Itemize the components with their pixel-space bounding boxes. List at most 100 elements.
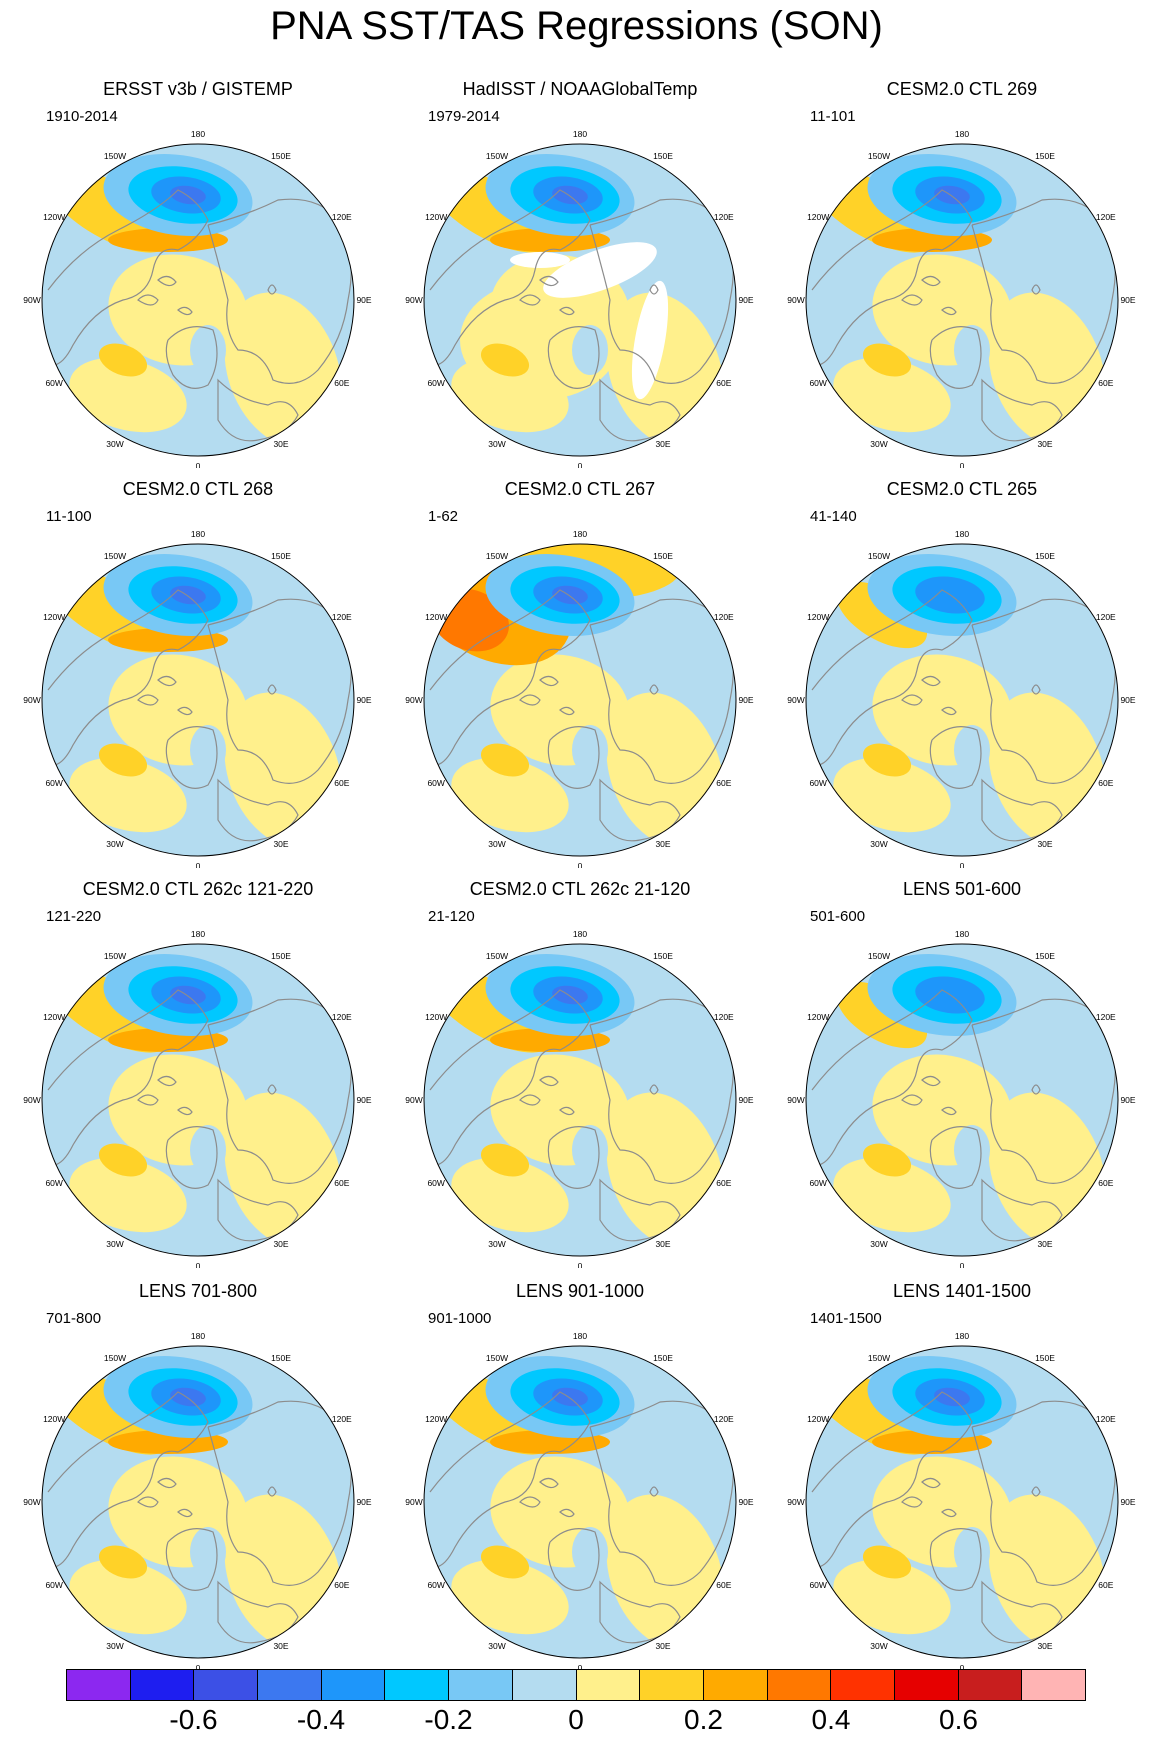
panel-years: 11-101 xyxy=(810,108,856,125)
colorbar-swatch xyxy=(767,1670,832,1700)
longitude-label: 60W xyxy=(45,1580,62,1590)
panel-title: LENS 701-800 xyxy=(138,1281,258,1301)
longitude-label: 60W xyxy=(427,1178,444,1188)
longitude-label: 120W xyxy=(43,612,65,622)
longitude-label: 90E xyxy=(1120,1497,1135,1507)
longitude-label: 30E xyxy=(273,1239,288,1249)
panel-title: CESM2.0 CTL 262c 21-120 xyxy=(469,879,691,899)
polar-map: 180 150E 120E 90E 60E 30E 0 30W 60W 90W 120W 150W xyxy=(787,529,1136,868)
map-border xyxy=(423,143,737,457)
longitude-label: 120E xyxy=(1096,612,1116,622)
coastline xyxy=(599,1178,681,1242)
colorbar-swatch xyxy=(640,1670,704,1700)
longitude-label: 90W xyxy=(787,295,804,305)
longitude-label: 120E xyxy=(714,1414,734,1424)
coastline xyxy=(157,1477,177,1489)
coastline xyxy=(599,1580,681,1644)
atlantic-patch xyxy=(190,325,226,375)
longitude-label: 90W xyxy=(787,1095,804,1105)
positive-region xyxy=(69,1559,187,1635)
panel-years: 1-62 xyxy=(428,508,459,525)
longitude-label: 120E xyxy=(1096,1012,1116,1022)
coastline xyxy=(981,778,1063,842)
coastline xyxy=(941,1508,957,1518)
coastline xyxy=(811,989,973,1166)
map-panel: LENS 1401-1500 1401-1500 180 150E 120E 90E 60E… xyxy=(782,1280,1142,1670)
field xyxy=(424,544,736,856)
coastline xyxy=(429,189,591,366)
colorbar-swatch xyxy=(194,1670,259,1700)
coastline xyxy=(599,778,681,842)
coastline xyxy=(137,1094,159,1106)
longitude-label: 60W xyxy=(427,1580,444,1590)
longitude-label: 30E xyxy=(655,1239,670,1249)
coastline xyxy=(157,675,177,687)
coastline xyxy=(901,294,923,306)
panel-years: 1910-2014 xyxy=(46,108,118,125)
longitude-label: 30W xyxy=(870,839,887,849)
coastline xyxy=(217,778,299,842)
atlantic-patch xyxy=(190,1125,226,1175)
coastline xyxy=(47,189,209,366)
map-panel: CESM2.0 CTL 267 1-62 180 150E 120E 90E 60E 30E 0… xyxy=(400,478,760,868)
map-panel: CESM2.0 CTL 268 11-100 180 150E 120E 90E 60E 30… xyxy=(18,478,378,868)
coastline xyxy=(921,675,941,687)
map-panel: ERSST v3b / GISTEMP 1910-2014 180 150E 120E 9… xyxy=(18,78,378,468)
panel-title: CESM2.0 CTL 267 xyxy=(504,479,656,499)
coastline xyxy=(429,989,591,1166)
longitude-label: 180 xyxy=(191,1331,205,1341)
longitude-label: 30W xyxy=(488,839,505,849)
longitude-label: 180 xyxy=(191,529,205,539)
longitude-label: 180 xyxy=(573,529,587,539)
longitude-label: 180 xyxy=(191,929,205,939)
coastline xyxy=(649,684,659,695)
coastline xyxy=(901,1496,923,1508)
atlantic-patch xyxy=(572,1527,608,1577)
panel-title: HadISST / NOAAGlobalTemp xyxy=(462,79,698,99)
longitude-label: 180 xyxy=(573,929,587,939)
coastline xyxy=(539,675,559,687)
positive-region xyxy=(833,1157,951,1233)
longitude-label: 60W xyxy=(809,1178,826,1188)
longitude-label: 30E xyxy=(273,1641,288,1651)
longitude-label: 150W xyxy=(486,151,508,161)
coastline xyxy=(157,275,177,287)
coastline xyxy=(267,1084,277,1095)
map-border xyxy=(805,143,1119,457)
field xyxy=(806,1346,1118,1658)
coastline xyxy=(929,1126,982,1189)
coastline xyxy=(429,1391,591,1568)
longitude-label: 30E xyxy=(1037,439,1052,449)
panel-years: 1979-2014 xyxy=(428,108,500,125)
longitude-label: 90E xyxy=(1120,1095,1135,1105)
coastline xyxy=(177,706,193,716)
longitude-label: 30W xyxy=(106,1239,123,1249)
longitude-label: 180 xyxy=(955,129,969,139)
longitude-label: 150E xyxy=(271,551,291,561)
longitude-label: 120E xyxy=(1096,212,1116,222)
longitude-label: 150W xyxy=(104,951,126,961)
coastline xyxy=(941,1106,957,1116)
atlantic-patch xyxy=(98,1143,148,1177)
warm-arc xyxy=(836,581,928,649)
atlantic-patch xyxy=(480,1545,530,1579)
longitude-label: 30W xyxy=(106,439,123,449)
longitude-label: 150W xyxy=(868,151,890,161)
longitude-label: 120W xyxy=(807,612,829,622)
longitude-label: 30E xyxy=(1037,1239,1052,1249)
coastline xyxy=(929,726,982,789)
coastline xyxy=(929,1528,982,1591)
panel-years: 21-120 xyxy=(428,908,475,925)
field xyxy=(42,1346,354,1658)
longitude-label: 90W xyxy=(787,1497,804,1507)
polar-map: 180 150E 120E 90E 60E 30E 0 30W 60W 90W 120W 150W xyxy=(23,129,372,468)
longitude-label: 90E xyxy=(738,1095,753,1105)
longitude-label: 120W xyxy=(43,1012,65,1022)
map-border xyxy=(41,943,355,1257)
polar-map: 180 150E 120E 90E 60E 30E 0 30W 60W 90W 120W 150W xyxy=(787,929,1136,1268)
longitude-label: 150W xyxy=(104,551,126,561)
colorbar-swatch xyxy=(958,1670,1023,1700)
longitude-label: 120W xyxy=(425,1012,447,1022)
longitude-label: 60E xyxy=(716,1178,731,1188)
map-panel: HadISST / NOAAGlobalTemp 1979-2014 180 150E… xyxy=(400,78,760,468)
